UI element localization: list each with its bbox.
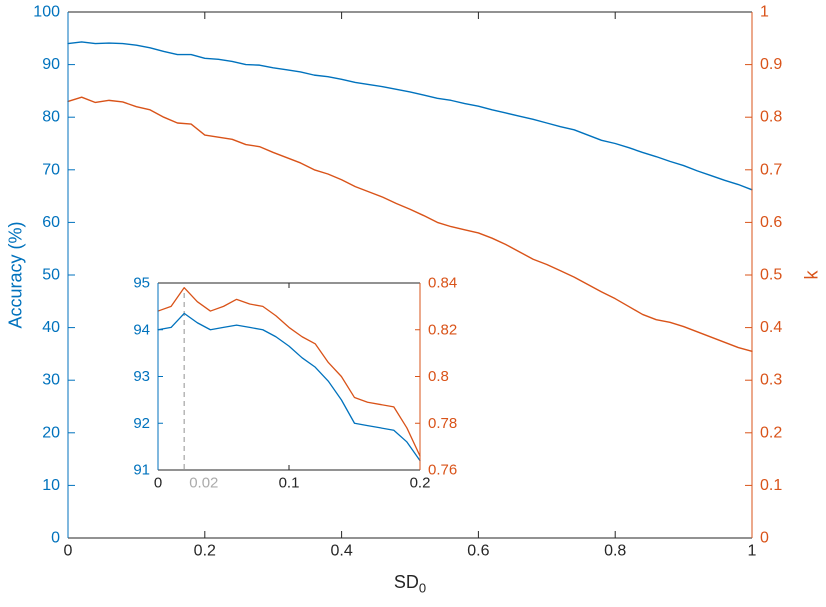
svg-text:0.84: 0.84 bbox=[428, 275, 457, 292]
svg-text:1: 1 bbox=[760, 4, 769, 21]
svg-text:20: 20 bbox=[42, 424, 60, 441]
svg-text:1: 1 bbox=[748, 542, 757, 559]
right-y-axis-label: k bbox=[801, 270, 822, 280]
svg-text:30: 30 bbox=[42, 372, 60, 389]
svg-text:70: 70 bbox=[42, 161, 60, 178]
svg-text:0.4: 0.4 bbox=[760, 319, 782, 336]
left-y-axis-label: Accuracy (%) bbox=[5, 221, 26, 329]
svg-text:0.4: 0.4 bbox=[330, 542, 352, 559]
svg-text:0.7: 0.7 bbox=[760, 161, 782, 178]
svg-text:0.9: 0.9 bbox=[760, 56, 782, 73]
svg-text:0.78: 0.78 bbox=[428, 415, 457, 432]
x-axis-label: SD0 bbox=[68, 572, 752, 596]
svg-text:0: 0 bbox=[154, 474, 162, 491]
svg-text:0: 0 bbox=[64, 542, 73, 559]
svg-text:0.6: 0.6 bbox=[760, 214, 782, 231]
x-axis-label-text: SD bbox=[393, 572, 419, 592]
svg-text:0.5: 0.5 bbox=[760, 267, 782, 284]
svg-text:0.8: 0.8 bbox=[760, 109, 782, 126]
svg-text:93: 93 bbox=[133, 368, 150, 385]
svg-text:0.6: 0.6 bbox=[467, 542, 489, 559]
svg-text:0.2: 0.2 bbox=[760, 424, 782, 441]
svg-text:0.8: 0.8 bbox=[604, 542, 626, 559]
svg-text:40: 40 bbox=[42, 319, 60, 336]
svg-text:0.2: 0.2 bbox=[410, 474, 431, 491]
svg-text:0: 0 bbox=[51, 530, 60, 547]
svg-text:0.02: 0.02 bbox=[189, 474, 218, 491]
svg-text:0.8: 0.8 bbox=[428, 368, 449, 385]
svg-text:100: 100 bbox=[33, 4, 60, 21]
svg-text:0.82: 0.82 bbox=[428, 321, 457, 338]
svg-text:50: 50 bbox=[42, 267, 60, 284]
svg-text:94: 94 bbox=[133, 321, 150, 338]
svg-text:0.3: 0.3 bbox=[760, 372, 782, 389]
svg-text:0: 0 bbox=[760, 530, 769, 547]
svg-text:95: 95 bbox=[133, 275, 150, 292]
x-axis-label-subscript: 0 bbox=[418, 580, 427, 596]
svg-text:10: 10 bbox=[42, 477, 60, 494]
svg-text:0.1: 0.1 bbox=[760, 477, 782, 494]
svg-text:0.2: 0.2 bbox=[194, 542, 216, 559]
svg-text:80: 80 bbox=[42, 109, 60, 126]
svg-text:60: 60 bbox=[42, 214, 60, 231]
svg-text:91: 91 bbox=[133, 462, 150, 479]
svg-text:92: 92 bbox=[133, 415, 150, 432]
svg-text:90: 90 bbox=[42, 56, 60, 73]
svg-text:0.1: 0.1 bbox=[279, 474, 300, 491]
svg-text:0.76: 0.76 bbox=[428, 462, 457, 479]
